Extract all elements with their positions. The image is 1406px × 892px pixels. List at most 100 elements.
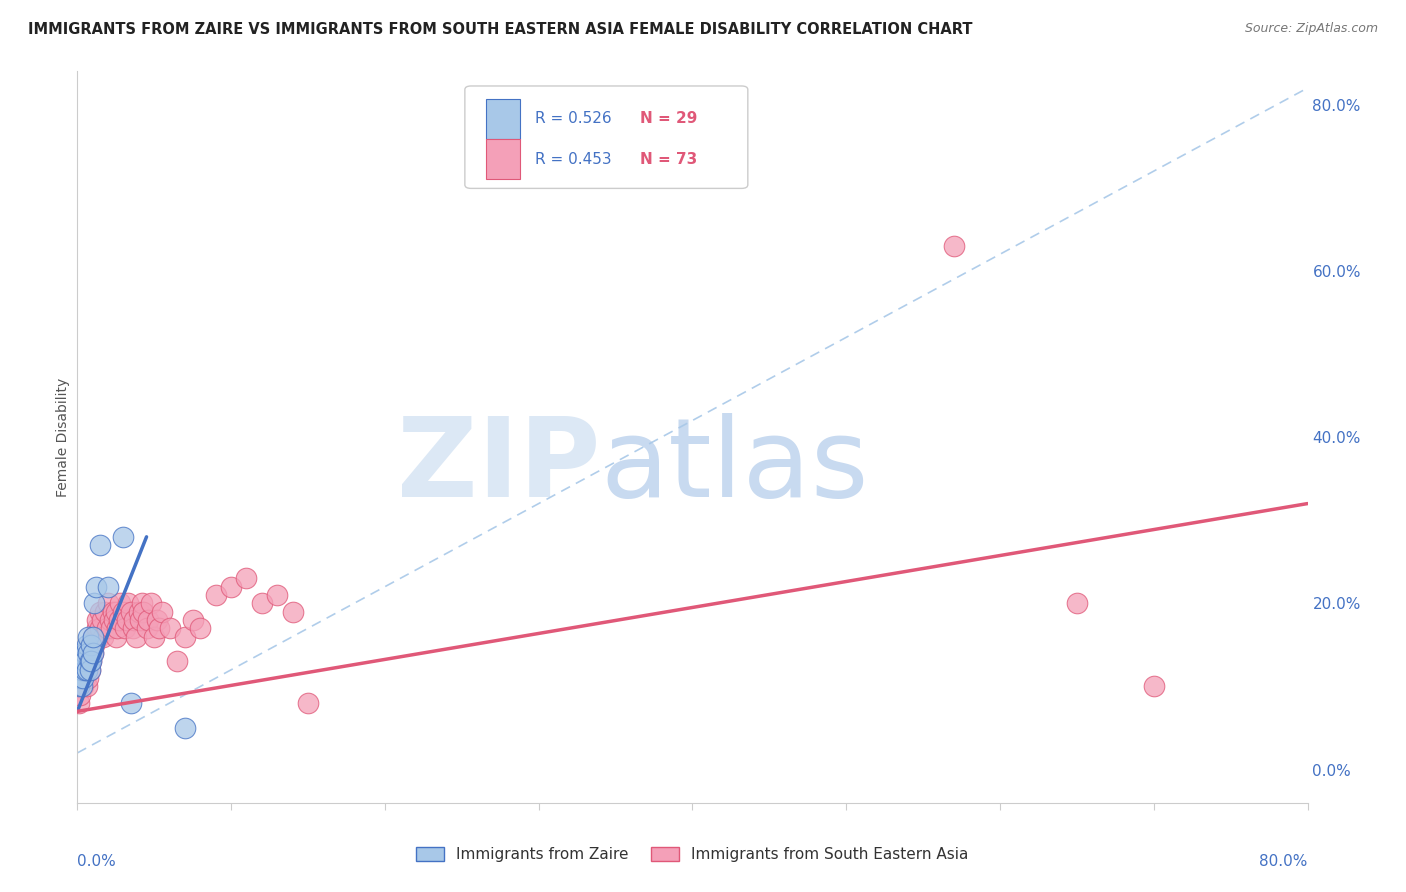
Point bbox=[76, 663, 98, 677]
Point bbox=[122, 613, 145, 627]
Legend: Immigrants from Zaire, Immigrants from South Eastern Asia: Immigrants from Zaire, Immigrants from S… bbox=[411, 840, 974, 868]
Point bbox=[79, 663, 101, 677]
Point bbox=[104, 605, 127, 619]
Text: R = 0.526: R = 0.526 bbox=[536, 112, 612, 127]
Point bbox=[148, 621, 170, 635]
Point bbox=[70, 663, 93, 677]
Point bbox=[77, 646, 100, 660]
Point bbox=[86, 613, 108, 627]
Point bbox=[70, 680, 93, 694]
Point bbox=[76, 680, 98, 694]
Point bbox=[120, 696, 142, 710]
Text: 0.0%: 0.0% bbox=[77, 854, 117, 869]
Point bbox=[94, 605, 117, 619]
Point bbox=[146, 613, 169, 627]
Point bbox=[942, 239, 965, 253]
Point bbox=[67, 680, 90, 694]
Point bbox=[67, 663, 90, 677]
Point bbox=[166, 655, 188, 669]
Point bbox=[82, 630, 104, 644]
Point bbox=[82, 646, 104, 660]
Point bbox=[129, 613, 152, 627]
Point bbox=[84, 580, 107, 594]
Text: IMMIGRANTS FROM ZAIRE VS IMMIGRANTS FROM SOUTH EASTERN ASIA FEMALE DISABILITY CO: IMMIGRANTS FROM ZAIRE VS IMMIGRANTS FROM… bbox=[28, 22, 973, 37]
Point bbox=[174, 721, 197, 735]
Point bbox=[86, 621, 108, 635]
Point bbox=[77, 630, 100, 644]
Point bbox=[69, 655, 91, 669]
Point bbox=[117, 596, 139, 610]
Point bbox=[70, 663, 93, 677]
Point bbox=[82, 630, 104, 644]
Point bbox=[105, 621, 128, 635]
Point bbox=[84, 630, 107, 644]
Point bbox=[77, 655, 100, 669]
Point bbox=[72, 655, 94, 669]
Point bbox=[73, 646, 96, 660]
Point bbox=[281, 605, 304, 619]
Point bbox=[73, 655, 96, 669]
Point bbox=[128, 605, 150, 619]
Point bbox=[97, 596, 120, 610]
Point bbox=[125, 630, 148, 644]
Point bbox=[266, 588, 288, 602]
Point bbox=[104, 630, 127, 644]
Text: N = 29: N = 29 bbox=[640, 112, 697, 127]
Point bbox=[79, 655, 101, 669]
Point bbox=[70, 646, 93, 660]
Point bbox=[79, 663, 101, 677]
Point bbox=[83, 596, 105, 610]
Point bbox=[73, 646, 96, 660]
Point bbox=[80, 655, 103, 669]
Text: 80.0%: 80.0% bbox=[1260, 854, 1308, 869]
Point bbox=[89, 621, 111, 635]
Text: Source: ZipAtlas.com: Source: ZipAtlas.com bbox=[1244, 22, 1378, 36]
Point bbox=[76, 663, 98, 677]
Point bbox=[80, 638, 103, 652]
Point bbox=[87, 630, 110, 644]
Point bbox=[297, 696, 319, 710]
Point bbox=[108, 613, 131, 627]
Point bbox=[136, 613, 159, 627]
Bar bbox=[486, 139, 520, 179]
Point bbox=[100, 621, 122, 635]
Point bbox=[112, 605, 135, 619]
Point bbox=[83, 638, 105, 652]
Point bbox=[82, 646, 104, 660]
Point bbox=[235, 571, 257, 585]
Point bbox=[174, 630, 197, 644]
Point bbox=[150, 605, 173, 619]
Point bbox=[1143, 680, 1166, 694]
Point bbox=[103, 613, 125, 627]
Point bbox=[96, 621, 118, 635]
Point bbox=[69, 671, 91, 685]
Text: R = 0.453: R = 0.453 bbox=[536, 152, 612, 167]
Point bbox=[141, 596, 163, 610]
Point bbox=[132, 605, 155, 619]
Point bbox=[1066, 596, 1088, 610]
Point bbox=[72, 680, 94, 694]
Point bbox=[77, 671, 100, 685]
Point bbox=[70, 680, 93, 694]
Bar bbox=[486, 99, 520, 139]
Point bbox=[159, 621, 181, 635]
Text: N = 73: N = 73 bbox=[640, 152, 697, 167]
Point bbox=[93, 630, 115, 644]
Point bbox=[67, 696, 90, 710]
Point bbox=[188, 621, 212, 635]
Point bbox=[98, 613, 121, 627]
Point bbox=[69, 688, 91, 702]
Point bbox=[250, 596, 273, 610]
Point bbox=[120, 605, 142, 619]
Point bbox=[97, 580, 120, 594]
Point bbox=[131, 596, 153, 610]
Point bbox=[90, 613, 114, 627]
Text: ZIP: ZIP bbox=[396, 413, 600, 520]
Point bbox=[115, 613, 138, 627]
Point bbox=[72, 671, 94, 685]
Point bbox=[73, 663, 96, 677]
Point bbox=[110, 596, 132, 610]
Point bbox=[80, 655, 103, 669]
Point bbox=[101, 605, 124, 619]
Point bbox=[114, 621, 136, 635]
